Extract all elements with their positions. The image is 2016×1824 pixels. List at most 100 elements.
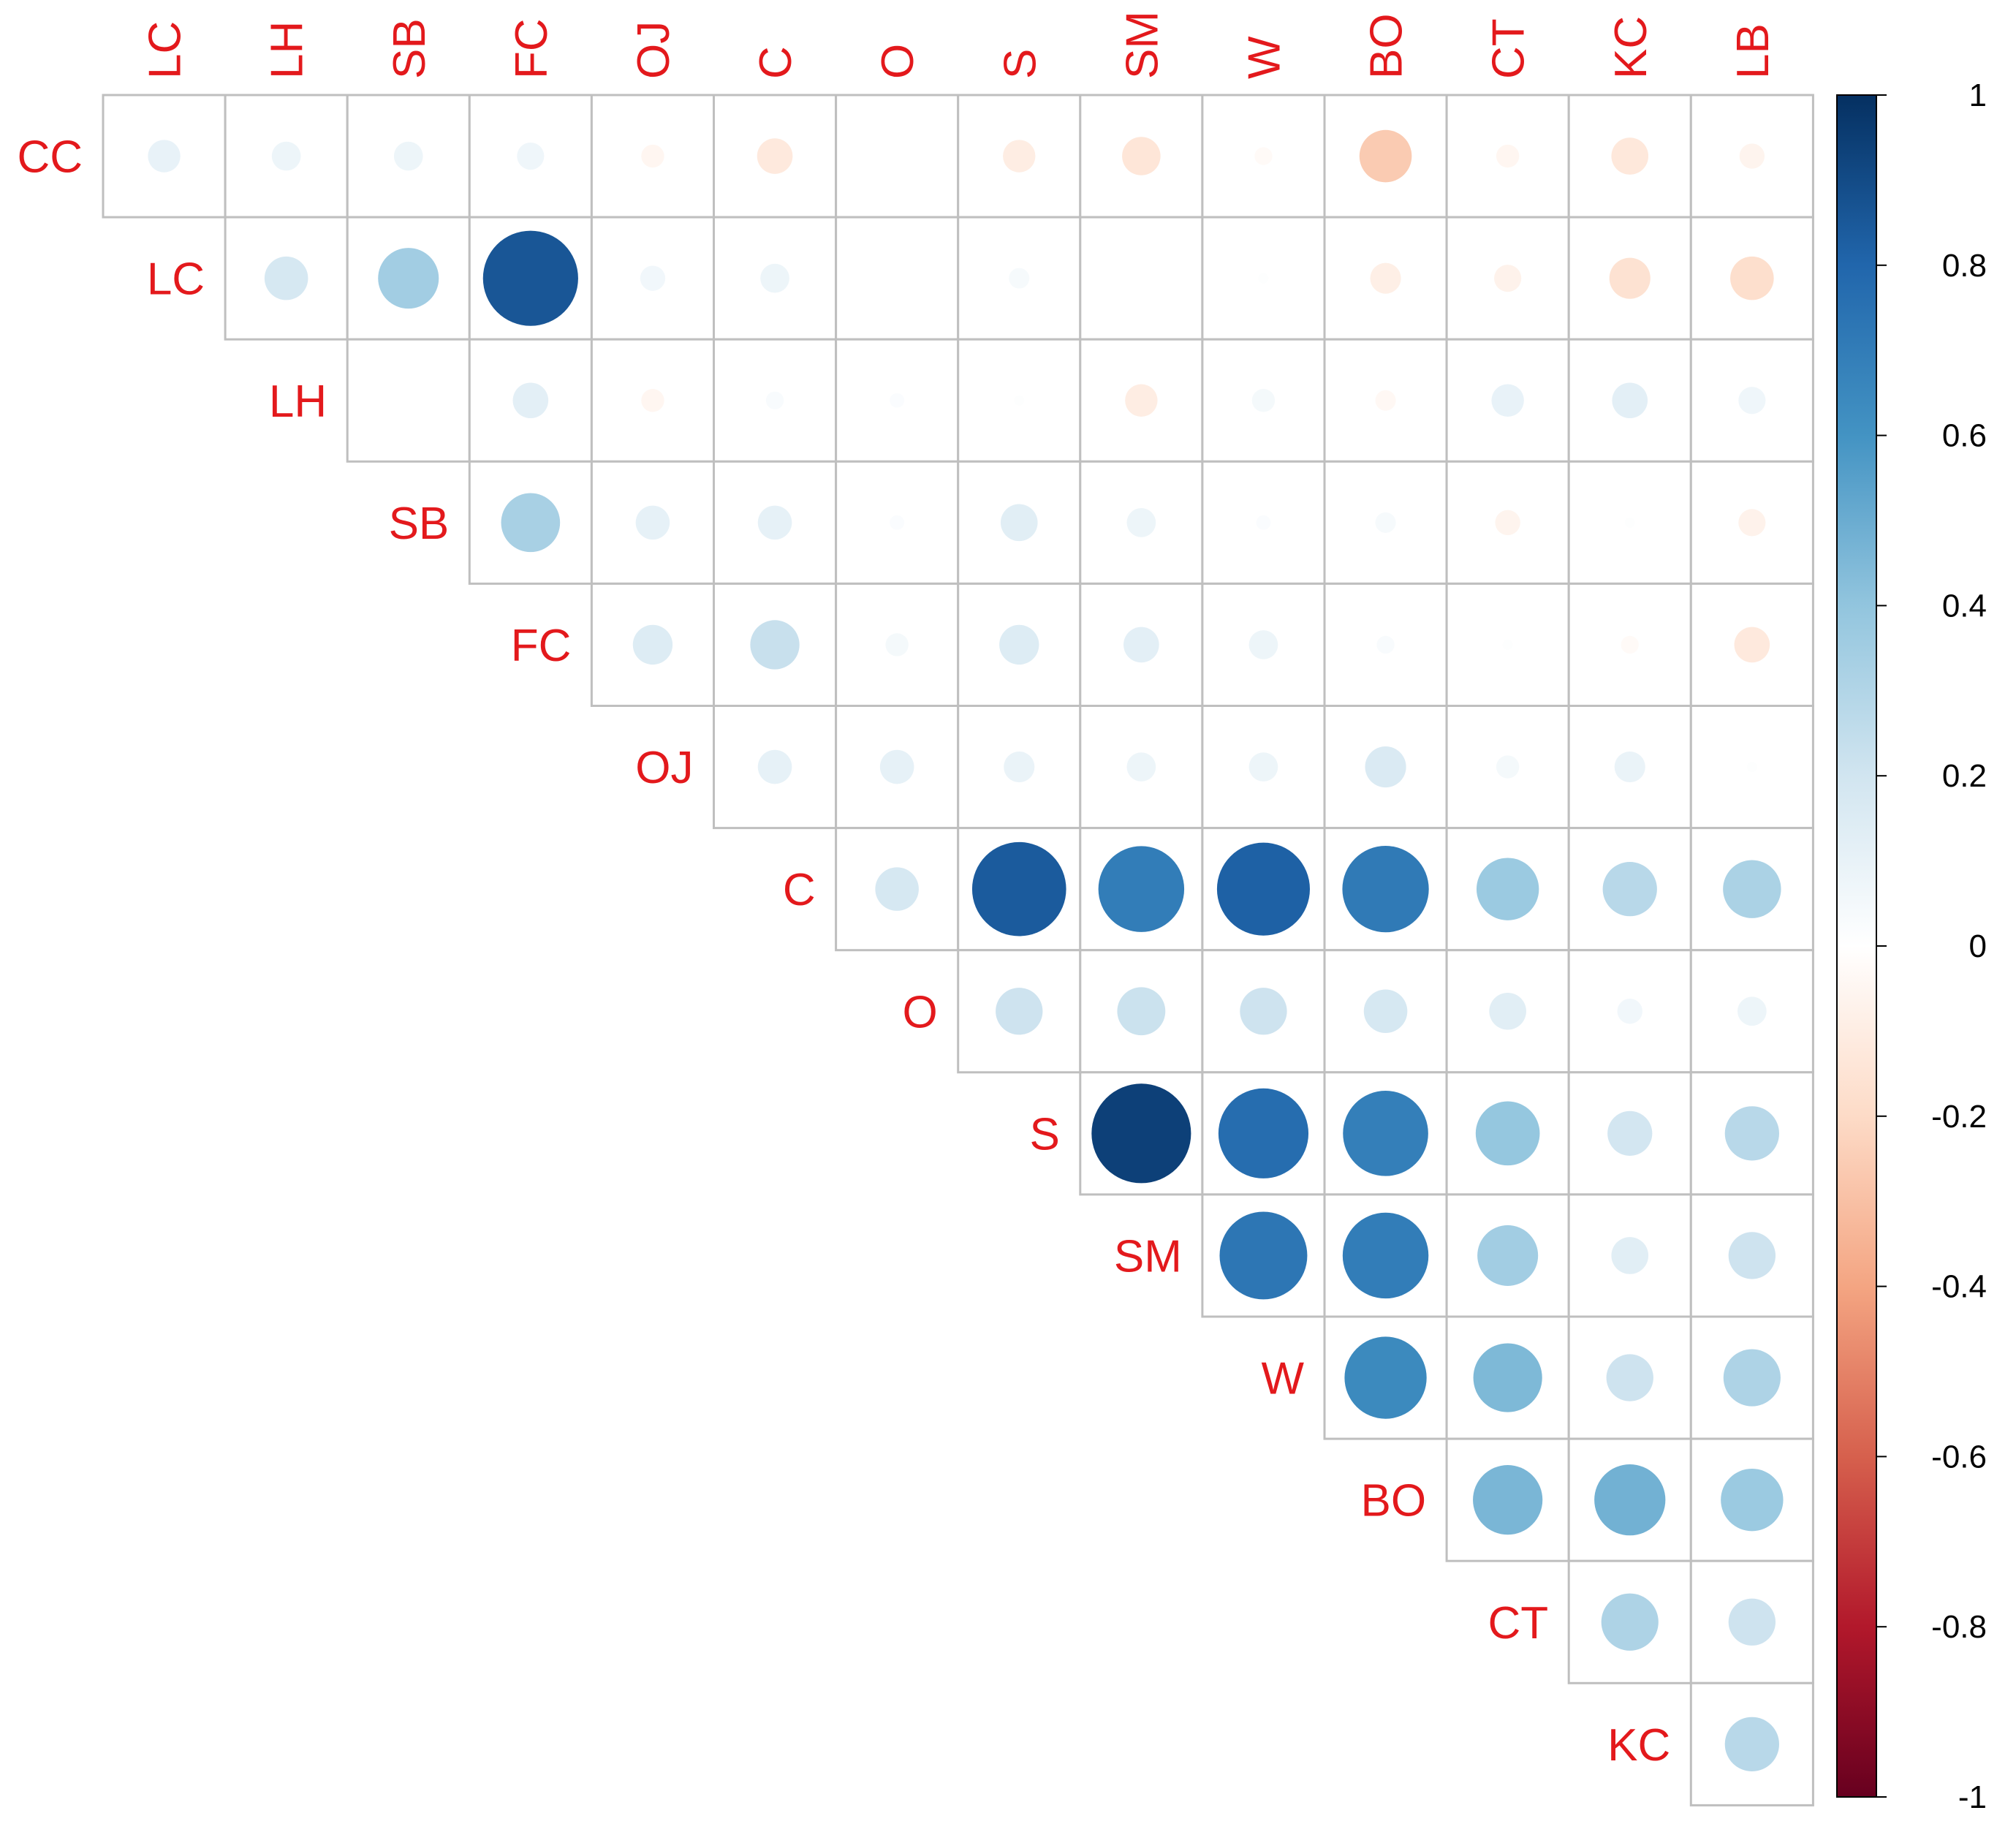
corr-circle-OJ-CT (1496, 755, 1520, 779)
corr-circle-OJ-SM (1126, 752, 1156, 782)
corr-circle-O-S (996, 988, 1043, 1035)
corr-circle-CC-KC (1611, 137, 1649, 175)
corr-circle-O-LB (1737, 996, 1767, 1026)
col-label-C: C (751, 46, 801, 79)
corr-circle-LC-BO (1370, 262, 1401, 294)
corr-circle-SB-OJ (635, 505, 670, 540)
corr-circle-LC-S (1009, 268, 1030, 289)
grid-cell (1445, 216, 1570, 341)
corr-circle-LC-C (760, 263, 789, 293)
corr-circle-OJ-O (879, 749, 914, 784)
row-label-KC: KC (1607, 1720, 1670, 1771)
corr-circle-W-LB (1723, 1349, 1781, 1407)
col-label-FC: FC (507, 18, 557, 79)
col-label-LC: LC (140, 21, 191, 79)
corr-circle-C-S (971, 841, 1066, 936)
corr-circle-LC-W (1258, 273, 1269, 284)
row-label-FC: FC (511, 621, 572, 671)
corr-circle-O-KC (1617, 999, 1642, 1024)
corr-circle-S-CT (1475, 1101, 1540, 1166)
colorbar: 1 0.8 0.6 0.4 0.2 0 -0.2 -0.4 -0.6 -0.8 -1 (1836, 77, 1987, 1815)
corr-circle-SM-W (1219, 1211, 1308, 1300)
corr-circle-O-SM (1117, 987, 1166, 1036)
row-label-C: C (783, 865, 816, 915)
corr-circle-C-O (875, 867, 919, 911)
colorbar-tick-label: 0.8 (1942, 248, 1987, 284)
corr-circle-CC-BO (1359, 129, 1412, 183)
corr-circle-OJ-C (757, 749, 792, 784)
corr-circle-FC-CT (1502, 639, 1513, 650)
corr-circle-SM-BO (1342, 1212, 1429, 1299)
corr-circle-SM-LB (1728, 1232, 1776, 1279)
grid-cell (835, 94, 960, 219)
col-label-SB: SB (384, 18, 435, 79)
corr-circle-S-KC (1607, 1110, 1653, 1156)
corr-circle-FC-S (999, 624, 1039, 665)
corr-circle-S-LB (1724, 1106, 1779, 1161)
corr-circle-SM-CT (1477, 1225, 1539, 1286)
corr-circle-S-SM (1091, 1083, 1191, 1184)
col-label-KC: KC (1606, 16, 1656, 79)
corr-circle-CT-LB (1728, 1598, 1776, 1646)
corr-circle-OJ-S (1004, 751, 1035, 783)
corr-circle-LH-FC (512, 382, 549, 419)
corr-circle-SB-W (1256, 515, 1271, 530)
corr-circle-C-SM (1098, 846, 1185, 932)
corr-circle-FC-KC (1621, 635, 1639, 654)
corr-circle-SB-O (890, 515, 905, 530)
corr-circle-CC-FC (517, 142, 545, 170)
corr-circle-SB-S (1000, 504, 1038, 542)
corr-circle-KC-LB (1724, 1717, 1779, 1771)
corr-circle-O-W (1240, 988, 1287, 1035)
corr-circle-LC-KC (1609, 257, 1651, 299)
row-label-O: O (902, 987, 937, 1037)
grid-cell (1079, 94, 1204, 219)
corr-circle-BO-CT (1473, 1465, 1543, 1535)
corr-circle-LH-LB (1738, 387, 1766, 415)
row-label-LC: LC (147, 254, 205, 305)
row-label-CT: CT (1488, 1598, 1549, 1649)
corr-circle-CC-CT (1496, 144, 1520, 168)
correlation-circles (148, 129, 1784, 1771)
corr-circle-LC-FC (482, 230, 578, 326)
corr-circle-FC-LB (1734, 627, 1770, 663)
grid-cell (1689, 1681, 1814, 1806)
corr-circle-FC-W (1248, 630, 1278, 659)
corr-circle-LH-SM (1125, 384, 1158, 417)
corr-circle-OJ-BO (1365, 746, 1406, 788)
corr-circle-SB-CT (1495, 510, 1520, 536)
corr-circle-FC-OJ (632, 624, 673, 665)
corr-circle-CC-LH (271, 141, 301, 171)
colorbar-tick-label: -0.8 (1931, 1609, 1987, 1645)
corr-circle-CC-LC (148, 140, 181, 173)
colorbar-ticks: 1 0.8 0.6 0.4 0.2 0 -0.2 -0.4 -0.6 -0.8 -1 (1876, 77, 1987, 1815)
corr-circle-CC-SB (393, 141, 423, 171)
col-label-SM: SM (1117, 11, 1167, 79)
corr-circle-BO-KC (1594, 1464, 1666, 1536)
corr-circle-S-BO (1343, 1091, 1428, 1176)
corr-circle-SB-BO (1375, 512, 1396, 533)
row-label-CC: CC (17, 132, 83, 183)
colorbar-tick-label: -0.2 (1931, 1099, 1987, 1135)
row-label-SB: SB (389, 499, 450, 549)
column-labels: LC LH SB FC OJ C O S SM W BO CT KC LB (140, 11, 1778, 79)
row-label-S: S (1029, 1109, 1059, 1159)
corr-circle-CC-S (1003, 140, 1036, 173)
corr-circle-LC-OJ (640, 265, 666, 291)
corr-circle-OJ-KC (1614, 751, 1645, 783)
colorbar-tick-label: 0.4 (1942, 588, 1987, 624)
corr-circle-OJ-LB (1746, 762, 1757, 773)
corr-circle-SB-KC (1624, 517, 1635, 528)
grid-cell (835, 460, 960, 585)
corr-circle-CC-W (1254, 147, 1273, 165)
corr-circle-FC-BO (1376, 635, 1395, 654)
corr-circle-C-KC (1602, 862, 1657, 917)
corr-circle-BO-LB (1721, 1468, 1784, 1532)
corr-circle-SB-FC (501, 493, 561, 553)
corr-circle-C-BO (1342, 846, 1429, 933)
col-label-W: W (1239, 36, 1289, 79)
col-label-BO: BO (1362, 13, 1412, 79)
row-label-OJ: OJ (635, 743, 693, 793)
colorbar-tick-label: 1 (1969, 77, 1987, 113)
